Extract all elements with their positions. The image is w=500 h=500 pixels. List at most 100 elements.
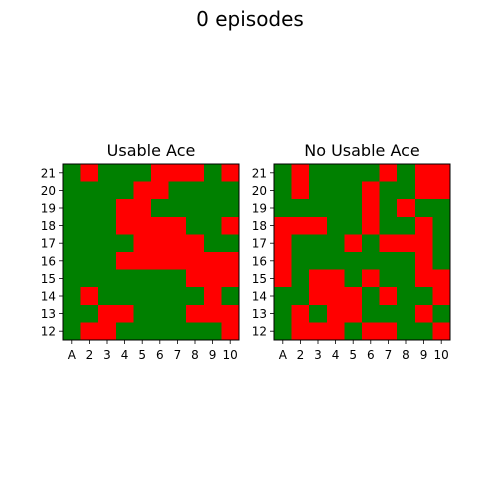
heatmap-cell (168, 322, 187, 341)
heatmap-cell (291, 252, 310, 270)
heatmap-cell (186, 164, 205, 182)
heatmap-cell (397, 216, 416, 235)
heatmap-cell (186, 287, 205, 306)
heatmap-cell (203, 216, 222, 235)
heatmap-cell (63, 269, 81, 288)
heatmap-cell (133, 269, 152, 288)
heatmap-cell (80, 164, 99, 182)
heatmap-cell (274, 164, 292, 182)
heatmap-cell (203, 164, 222, 182)
y-tick-label: 17 (252, 237, 267, 251)
heatmap-cell (63, 199, 81, 218)
heatmap-cell (80, 199, 99, 218)
heatmap-panel-2: No Usable Ace A 2 3 4 5 6 7 8 9 10 21 20 19 18 17 16 15 14… (252, 141, 451, 362)
heatmap-cell (186, 304, 205, 323)
heatmap-cell (203, 269, 222, 288)
heatmap-cell (168, 304, 187, 323)
heatmap-cell (80, 234, 99, 253)
heatmap-cell (221, 269, 240, 288)
heatmap-cell (309, 252, 328, 270)
heatmap-cell (414, 287, 433, 306)
heatmap-cell (326, 216, 345, 235)
heatmap-cell (115, 287, 134, 306)
heatmap-cell (203, 199, 222, 218)
heatmap-cell (151, 234, 169, 253)
heatmap-cell (291, 269, 310, 288)
heatmap-cell (309, 216, 328, 235)
heatmap-cell (344, 287, 363, 306)
y-tick-label: 15 (252, 272, 267, 286)
heatmap-cell (151, 164, 169, 182)
heatmap-cell (291, 234, 310, 253)
heatmap-cell (432, 234, 451, 253)
heatmap-cell (362, 304, 380, 323)
heatmap-cell (80, 181, 99, 200)
heatmap-cell (414, 252, 433, 270)
heatmap-cell (344, 181, 363, 200)
heatmap-cell (151, 269, 169, 288)
heatmap-cell (344, 164, 363, 182)
heatmap-cell (326, 287, 345, 306)
heatmap-cell (221, 164, 240, 182)
heatmap-cell (309, 234, 328, 253)
heatmap-cell (186, 252, 205, 270)
heatmap-cell (326, 199, 345, 218)
heatmap-cell (291, 322, 310, 341)
x-tick-label: 2 (86, 348, 94, 362)
heatmap-cell (203, 322, 222, 341)
y-tick-label: 17 (41, 237, 56, 251)
heatmap-cell (168, 164, 187, 182)
heatmap-cell (379, 234, 398, 253)
heatmap-cell (379, 304, 398, 323)
heatmap-cell (309, 199, 328, 218)
y-tick-label: 15 (41, 272, 56, 286)
y-tick-label: 14 (41, 290, 56, 304)
heatmap-cell (274, 269, 292, 288)
heatmap-cell (115, 216, 134, 235)
x-tick-label: 8 (402, 348, 410, 362)
heatmap-cell (115, 269, 134, 288)
heatmap-cell (186, 181, 205, 200)
heatmap-cell (362, 216, 380, 235)
heatmap-cell (344, 304, 363, 323)
x-tick-label: 10 (434, 348, 449, 362)
heatmap-cell (221, 199, 240, 218)
heatmap-cell (115, 322, 134, 341)
heatmap-cell (362, 181, 380, 200)
heatmap-cell (133, 304, 152, 323)
heatmap-cell (133, 252, 152, 270)
heatmap-cell (291, 164, 310, 182)
figure-title: 0 episodes (196, 7, 304, 31)
heatmap-cell (397, 269, 416, 288)
heatmap-cell (186, 234, 205, 253)
heatmap-cell (133, 234, 152, 253)
heatmap-cell (344, 252, 363, 270)
heatmap-cell (98, 164, 117, 182)
heatmap-cell (397, 252, 416, 270)
heatmap-cell (98, 322, 117, 341)
heatmap-cell (291, 199, 310, 218)
y-tick-label: 16 (41, 254, 56, 268)
heatmap-cell (414, 181, 433, 200)
heatmap-cell (414, 269, 433, 288)
heatmap-cell (397, 304, 416, 323)
heatmap-cell (397, 234, 416, 253)
heatmap-cell (432, 164, 451, 182)
heatmap-cell (379, 322, 398, 341)
y-tick-label: 20 (41, 184, 56, 198)
heatmap-cell (221, 322, 240, 341)
heatmap-cell (115, 234, 134, 253)
heatmap-cell (203, 304, 222, 323)
heatmap-cell (397, 164, 416, 182)
x-tick-label: 2 (297, 348, 305, 362)
heatmap-cell (115, 199, 134, 218)
heatmap-cell (151, 304, 169, 323)
heatmap-cell (98, 304, 117, 323)
heatmap-cell (326, 234, 345, 253)
heatmap-cell (379, 199, 398, 218)
heatmap-cell (432, 181, 451, 200)
heatmap-cell (291, 216, 310, 235)
heatmap-cell (414, 322, 433, 341)
heatmap-cell (432, 252, 451, 270)
heatmap-cell (344, 199, 363, 218)
